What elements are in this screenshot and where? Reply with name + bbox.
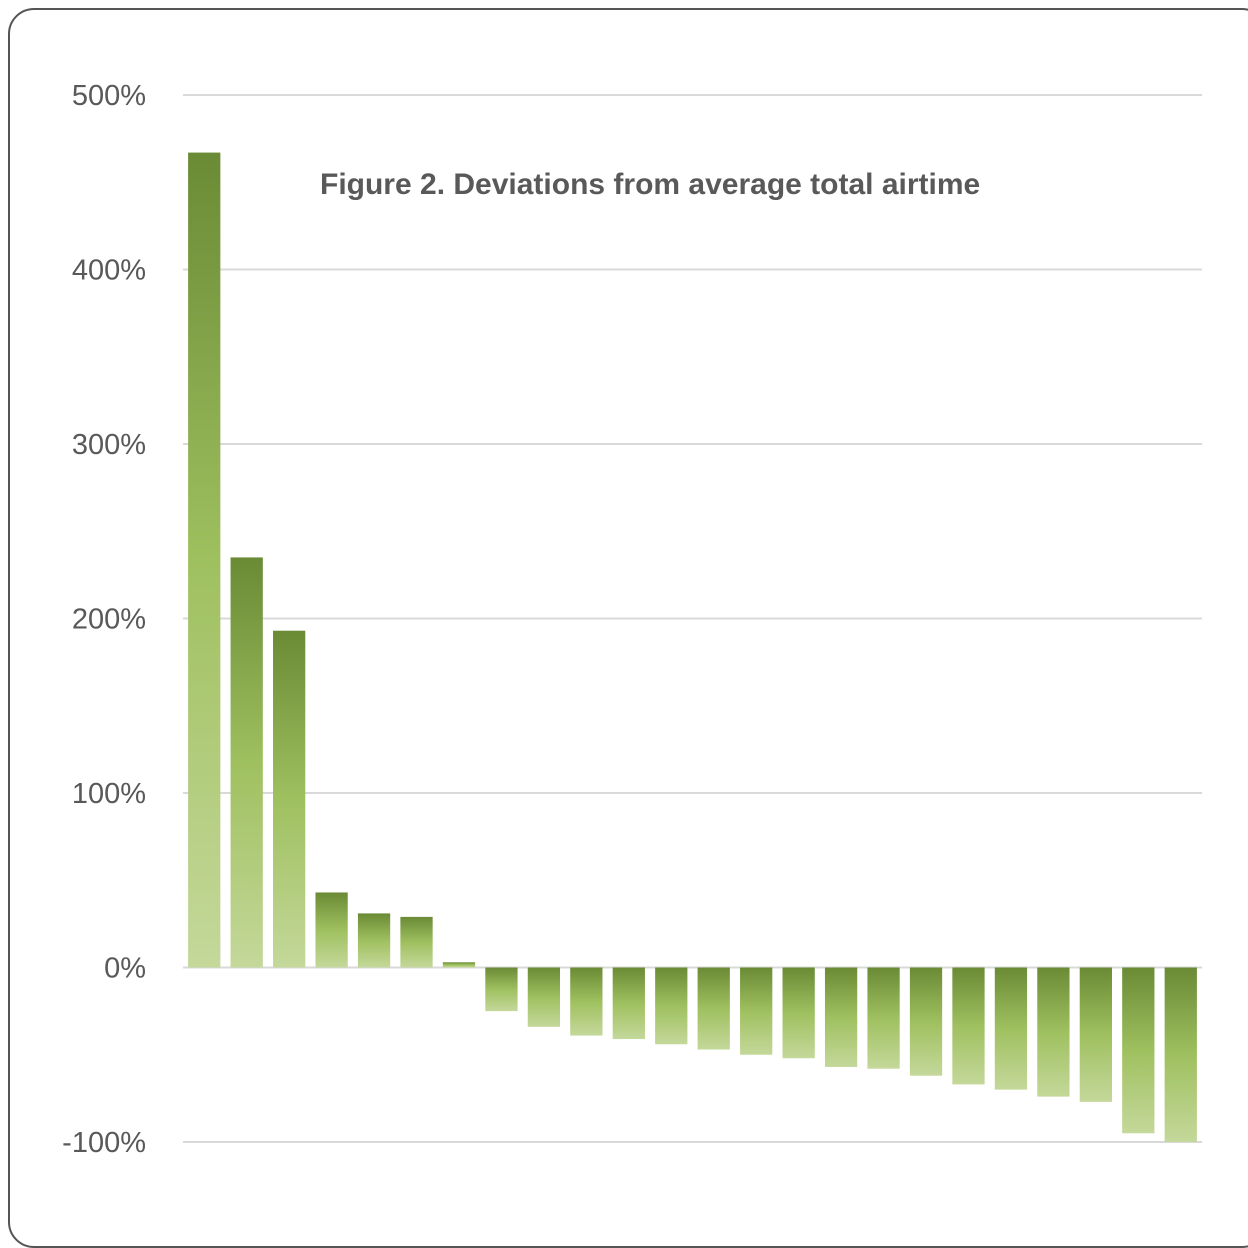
bar [994,967,1028,1090]
bar [570,967,603,1036]
bars [188,152,1197,1142]
bar [909,967,943,1076]
bar [740,967,773,1055]
bar [527,967,561,1027]
bar [315,892,348,968]
bar [230,557,263,968]
bar [442,962,476,968]
y-tick-label: 0% [104,953,146,985]
y-tick-label: 300% [72,429,146,461]
bar [1122,967,1155,1134]
bar [612,967,645,1040]
bar [697,967,730,1050]
bar-chart: 500% 400% 300% 200% 100% 0% -100% Figure 2. De… [62,80,1202,1159]
bar [655,967,688,1045]
bar [782,967,815,1059]
bar [357,913,391,968]
chart-title: Figure 2. Deviations from average total … [320,168,980,201]
gridlines [183,94,1202,1143]
y-tick-label: 100% [72,778,146,810]
y-axis-tick-labels: 500% 400% 300% 200% 100% 0% -100% [62,80,146,1159]
bar [1037,967,1070,1097]
y-tick-label: 200% [72,604,146,636]
bar [824,967,858,1067]
bar [485,967,518,1012]
bar [188,152,221,968]
y-tick-label: -100% [62,1127,146,1159]
bar [400,916,433,968]
bar [1079,967,1112,1102]
bar [1164,967,1197,1142]
bar [273,630,306,968]
bar [952,967,985,1085]
y-tick-label: 500% [72,80,146,112]
y-tick-label: 400% [72,255,146,287]
bar [867,967,900,1069]
